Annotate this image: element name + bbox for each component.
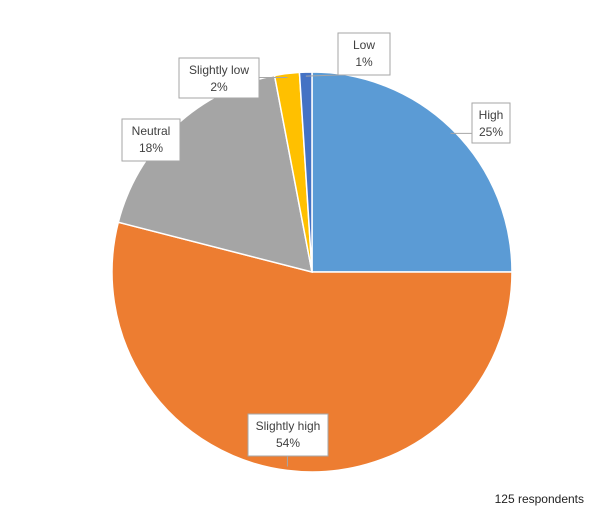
label-box-high bbox=[471, 102, 511, 144]
label-box-neutral bbox=[121, 118, 181, 162]
label-name-high: High bbox=[479, 108, 504, 122]
data-label-slightly-low: Slightly low 2% bbox=[178, 57, 288, 99]
pie-slice-slightly-high bbox=[111, 221, 513, 473]
data-label-slightly-high: Slightly high 54% bbox=[247, 413, 329, 467]
data-label-low: Low 1% bbox=[305, 32, 391, 77]
label-name-slightly-high: Slightly high bbox=[256, 419, 321, 433]
label-name-low: Low bbox=[353, 38, 375, 52]
data-label-neutral: Neutral 18% bbox=[121, 118, 181, 162]
label-value-high: 25% bbox=[479, 125, 503, 139]
label-box-slightly-low bbox=[178, 57, 260, 99]
leader-line-low bbox=[305, 74, 339, 77]
label-value-slightly-low: 2% bbox=[210, 80, 228, 94]
respondent-count: 125 respondents bbox=[494, 492, 584, 506]
pie-slice-low bbox=[298, 71, 313, 273]
label-box-low bbox=[337, 32, 391, 76]
label-name-neutral: Neutral bbox=[132, 124, 171, 138]
pie-slice-high bbox=[311, 71, 513, 273]
pie-labels: High 25% Slightly high 54% Neutral 18% Slightl… bbox=[121, 32, 511, 467]
label-value-slightly-high: 54% bbox=[276, 436, 300, 450]
label-box-slightly-high bbox=[247, 413, 329, 457]
data-label-high: High 25% bbox=[450, 102, 511, 144]
label-name-slightly-low: Slightly low bbox=[189, 63, 249, 77]
label-value-low: 1% bbox=[355, 55, 373, 69]
label-value-neutral: 18% bbox=[139, 141, 163, 155]
pie-slices bbox=[111, 71, 513, 473]
